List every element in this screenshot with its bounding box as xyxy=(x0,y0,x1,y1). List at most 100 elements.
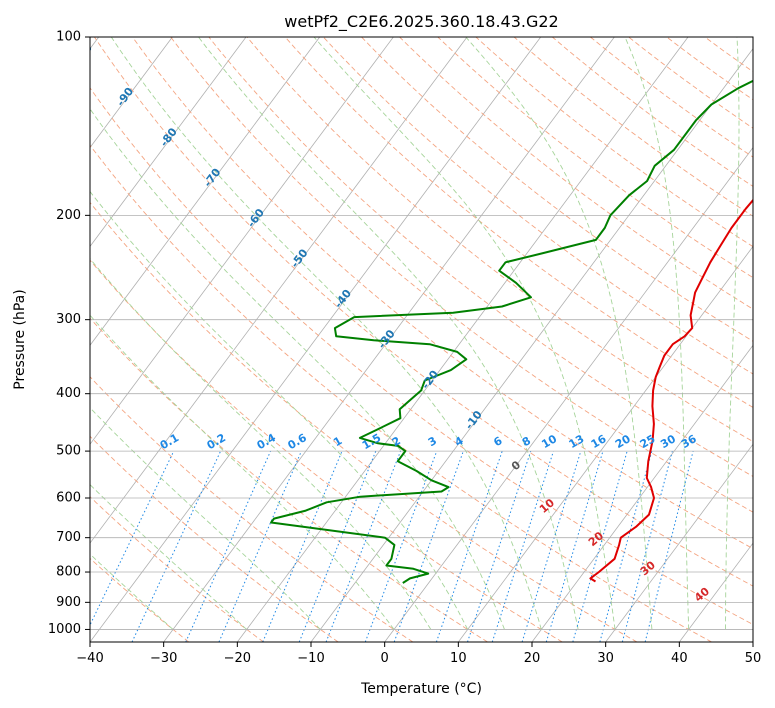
isotherm-lines xyxy=(90,37,753,642)
mixing-ratio-line xyxy=(90,450,175,627)
mixing-ratio-label: 0.2 xyxy=(205,431,228,452)
mixing-ratio-line xyxy=(325,450,402,642)
isotherm-line xyxy=(90,37,173,149)
dry-adiabat-line xyxy=(90,144,712,642)
isotherm-label: -60 xyxy=(245,206,268,230)
mixing-ratio-line xyxy=(185,450,272,642)
moist-adiabat-label: 0 xyxy=(509,458,523,473)
x-tick-label: 10 xyxy=(450,651,467,666)
x-tick-label: −10 xyxy=(297,651,324,666)
dry-adiabat-line xyxy=(90,435,339,642)
mixing-ratio-line xyxy=(644,450,694,642)
x-tick-label: −30 xyxy=(150,651,177,666)
dry-adiabat-line xyxy=(132,37,753,550)
dry-adiabat-line xyxy=(513,37,753,217)
y-tick-label: 800 xyxy=(56,565,81,580)
isotherm-line xyxy=(384,146,753,642)
isotherm-label: -70 xyxy=(201,166,224,190)
isotherm-line xyxy=(163,37,615,642)
y-tick-label: 600 xyxy=(56,491,81,506)
isotherm-line xyxy=(90,37,394,445)
x-tick-label: 40 xyxy=(671,651,688,666)
isotherm-label: -10 xyxy=(463,408,486,432)
dry-adiabat-line xyxy=(666,37,753,101)
dry-adiabat-lines xyxy=(90,37,753,642)
moist-adiabat-line xyxy=(90,190,469,630)
mixing-ratio-line xyxy=(218,450,302,642)
dry-adiabat-line xyxy=(170,37,753,513)
mixing-ratio-label: 20 xyxy=(613,432,633,451)
mixing-ratio-line xyxy=(545,450,604,642)
isotherm-label: -90 xyxy=(114,85,137,109)
plot-area: -100-90-80-70-60-50-40-30-20-100.1 0.2 0.4… xyxy=(68,37,753,642)
isotherm-line xyxy=(90,37,468,544)
mixing-ratio-line xyxy=(262,450,343,642)
dry-adiabat-line xyxy=(90,317,488,642)
mixing-ratio-label: 0.6 xyxy=(285,431,309,452)
dry-adiabat-line xyxy=(90,87,753,625)
mixing-ratio-label: 30 xyxy=(658,432,678,451)
moist-adiabat-line xyxy=(90,407,321,630)
isotherm-line xyxy=(752,641,753,642)
mixing-ratio-label: 36 xyxy=(679,432,699,451)
dry-adiabat-line xyxy=(246,37,753,443)
mixing-ratio-label: 10 xyxy=(539,432,559,451)
pressure-gridlines xyxy=(90,37,753,630)
dry-adiabat-line xyxy=(90,496,264,642)
y-tick-label: 100 xyxy=(56,30,81,45)
mixing-ratio-label: 1.5 xyxy=(360,431,383,452)
x-tick-label: 30 xyxy=(597,651,614,666)
mixing-ratio-line xyxy=(467,450,532,642)
x-tick-label: 50 xyxy=(745,651,762,666)
moist-adiabat-line xyxy=(90,108,505,630)
moist-adiabat-line xyxy=(313,37,616,630)
dry-adiabat-line xyxy=(90,557,190,642)
moist-adiabat-line xyxy=(90,257,432,630)
y-tick-label: 400 xyxy=(56,386,81,401)
mixing-ratio-lines xyxy=(90,450,694,642)
dry-adiabat-line xyxy=(361,37,753,342)
profile-series xyxy=(270,79,753,584)
isotherm-line xyxy=(90,37,542,642)
isotherm-line xyxy=(90,37,321,347)
y-axis-title: Pressure (hPa) xyxy=(12,289,28,389)
x-axis: −40 −30 −20 −10 0 10 20 30 40 50 xyxy=(76,642,761,666)
mixing-ratio-label: 8 xyxy=(520,434,533,449)
isotherm-line xyxy=(458,245,753,642)
dry-adiabat-line xyxy=(90,259,563,642)
y-tick-label: 200 xyxy=(56,208,81,223)
isotherm-line xyxy=(531,344,753,642)
y-tick-label: 700 xyxy=(56,530,81,545)
plot-frame xyxy=(89,36,754,643)
mixing-ratio-line xyxy=(491,450,554,642)
y-tick-label: 900 xyxy=(56,595,81,610)
mixing-ratio-line xyxy=(393,450,464,642)
x-tick-label: 0 xyxy=(381,651,389,666)
mixing-ratio-label: 0.4 xyxy=(255,431,279,452)
dry-adiabat-line xyxy=(284,37,753,408)
y-tick-label: 300 xyxy=(56,312,81,327)
isotherm-label: -40 xyxy=(332,287,355,311)
dry-adiabat-line xyxy=(704,37,753,73)
mixing-ratio-label: 16 xyxy=(589,432,609,451)
moist-adiabat-line xyxy=(198,37,579,630)
moist-adiabat-line xyxy=(725,37,740,630)
mixing-ratio-line xyxy=(599,450,653,642)
y-tick-label: 1000 xyxy=(48,622,81,637)
mixing-ratio-line xyxy=(435,450,503,642)
x-tick-label: −40 xyxy=(76,651,103,666)
dry-adiabat-line xyxy=(437,37,753,279)
dewpoint-line xyxy=(270,79,753,584)
isotherm-label: -100 xyxy=(68,41,95,71)
line-labels: -100-90-80-70-60-50-40-30-20-100.1 0.2 0.4… xyxy=(68,41,712,604)
x-tick-label: −20 xyxy=(224,651,251,666)
isotherm-line xyxy=(605,443,753,642)
chart-title: wetPf2_C2E6.2025.360.18.43.G22 xyxy=(284,12,558,32)
mixing-ratio-label: 3 xyxy=(426,434,439,449)
moist-adiabat-line xyxy=(110,37,542,630)
isotherm-label: -50 xyxy=(288,246,311,270)
y-axis: 100 200 300 400 500 600 700 800 900 1000 xyxy=(48,30,90,637)
moist-adiabat-line xyxy=(624,37,690,630)
x-axis-title: Temperature (°C) xyxy=(360,681,482,697)
mixing-ratio-line xyxy=(521,450,582,642)
